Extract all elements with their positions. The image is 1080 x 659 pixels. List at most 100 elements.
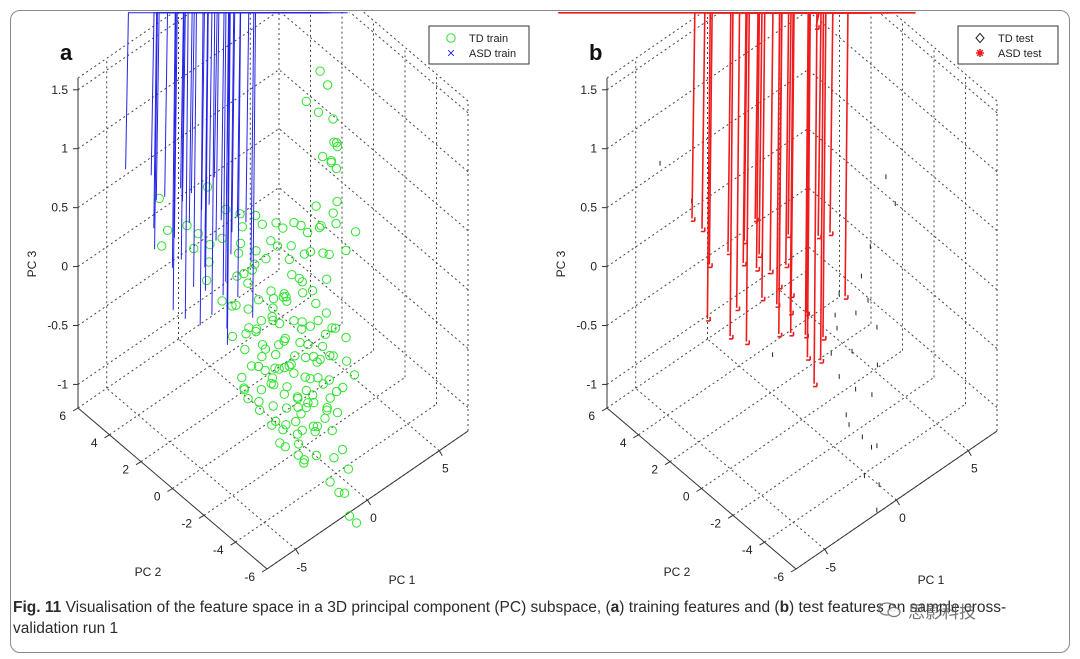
data-point: [193, 229, 203, 239]
data-point: [314, 222, 325, 233]
x-tick-label: -5: [296, 560, 307, 574]
data-point: [334, 487, 344, 498]
data-point: [789, 12, 865, 337]
data-point: [232, 271, 242, 281]
data-point: [182, 220, 192, 231]
data-point: [157, 241, 167, 251]
grid-line: [279, 12, 469, 173]
data-point: [341, 332, 351, 343]
data-point: [327, 323, 337, 333]
grid-line: [606, 12, 808, 150]
data-point: [341, 245, 351, 256]
data-point: [324, 375, 334, 385]
data-point: [281, 292, 291, 302]
data-point: [321, 308, 332, 318]
tick-mark: [135, 461, 142, 466]
data-point: [284, 254, 295, 265]
data-point: [282, 382, 292, 392]
x-tick-label: 5: [442, 462, 449, 476]
z-tick-label: -0.5: [47, 319, 68, 333]
y-tick-label: 2: [122, 463, 129, 477]
data-point: [268, 293, 279, 304]
legend-marker: [976, 49, 984, 57]
grid-line: [669, 323, 872, 463]
panel-letter: b: [589, 40, 602, 65]
data-point: [312, 421, 323, 432]
grid-line: [877, 12, 998, 114]
data-point: [243, 304, 253, 314]
data-point: [301, 385, 311, 396]
data-point: [318, 248, 328, 258]
data-point: [298, 288, 308, 298]
caption-label: Fig. 11: [13, 599, 62, 616]
data-point: [315, 66, 325, 76]
data-point: [299, 455, 309, 465]
data-point: [311, 450, 322, 461]
data-point: [351, 518, 362, 528]
data-point: [318, 151, 328, 162]
grid-line: [77, 12, 279, 150]
chat-bubbles-icon: [878, 602, 901, 618]
data-point: [281, 420, 291, 430]
data-point: [337, 444, 348, 455]
data-point: [325, 477, 335, 487]
grid-line: [235, 403, 437, 543]
data-point: [154, 193, 165, 204]
grid-line: [701, 350, 903, 489]
legend-box: [428, 25, 530, 65]
data-point: [777, 12, 818, 290]
data-point: [299, 249, 310, 259]
data-point: [301, 402, 311, 413]
box-edge: [891, 12, 998, 102]
grid-line: [348, 12, 469, 114]
grid-line: [106, 387, 297, 550]
box-edge: [606, 12, 705, 79]
data-point: [313, 373, 323, 383]
data-point: [243, 278, 253, 288]
y-axis-label: PC 2: [135, 565, 162, 579]
z-tick-label: 1: [61, 142, 68, 156]
watermark-text: 思影科技: [908, 602, 976, 622]
tick-mark: [230, 541, 236, 546]
chart-panel-b: -5 0 5 6 4 2 0 -2 -4 -6 1.5 1 0.5 0 -0.5 -1 PC 1 PC 2 PC 3…: [554, 12, 1059, 587]
grid-line: [203, 376, 406, 516]
legend-marker: [447, 49, 455, 57]
y-axis-label: PC 2: [664, 565, 691, 579]
grid-line: [278, 246, 469, 408]
x-axis-label: PC 1: [389, 573, 416, 587]
data-point: [299, 458, 309, 468]
data-point: [274, 318, 285, 329]
y-tick-label: -4: [742, 543, 753, 557]
series-asd-train: [126, 13, 348, 348]
data-point: [289, 368, 299, 378]
z-tick-label: -0.5: [576, 319, 597, 333]
legend-entry: ASD train: [469, 48, 516, 60]
data-point: [332, 141, 343, 152]
grid-line: [77, 12, 193, 91]
data-point: [278, 425, 288, 435]
data-point: [784, 12, 797, 269]
z-axis-label: PC 3: [25, 250, 39, 277]
grid-line: [109, 296, 311, 436]
data-point: [341, 356, 352, 366]
data-point: [317, 341, 328, 352]
grid-line: [807, 246, 998, 408]
grid-line: [77, 269, 280, 409]
grid-line: [807, 187, 998, 349]
tick-mark: [367, 499, 371, 506]
legend: TD train ASD train: [428, 25, 530, 65]
data-point: [332, 407, 343, 418]
data-point: [247, 265, 257, 275]
data-point: [344, 511, 355, 521]
data-point: [278, 223, 288, 233]
data-point: [339, 488, 350, 498]
data-point: [286, 359, 296, 369]
data-point: [260, 365, 270, 376]
data-point: [295, 337, 305, 348]
legend-marker: [446, 33, 456, 43]
data-point: [291, 416, 301, 427]
data-point: [266, 236, 276, 246]
data-point: [293, 450, 303, 460]
legend: TD test ASD test: [957, 25, 1059, 65]
box-edge: [362, 12, 469, 102]
